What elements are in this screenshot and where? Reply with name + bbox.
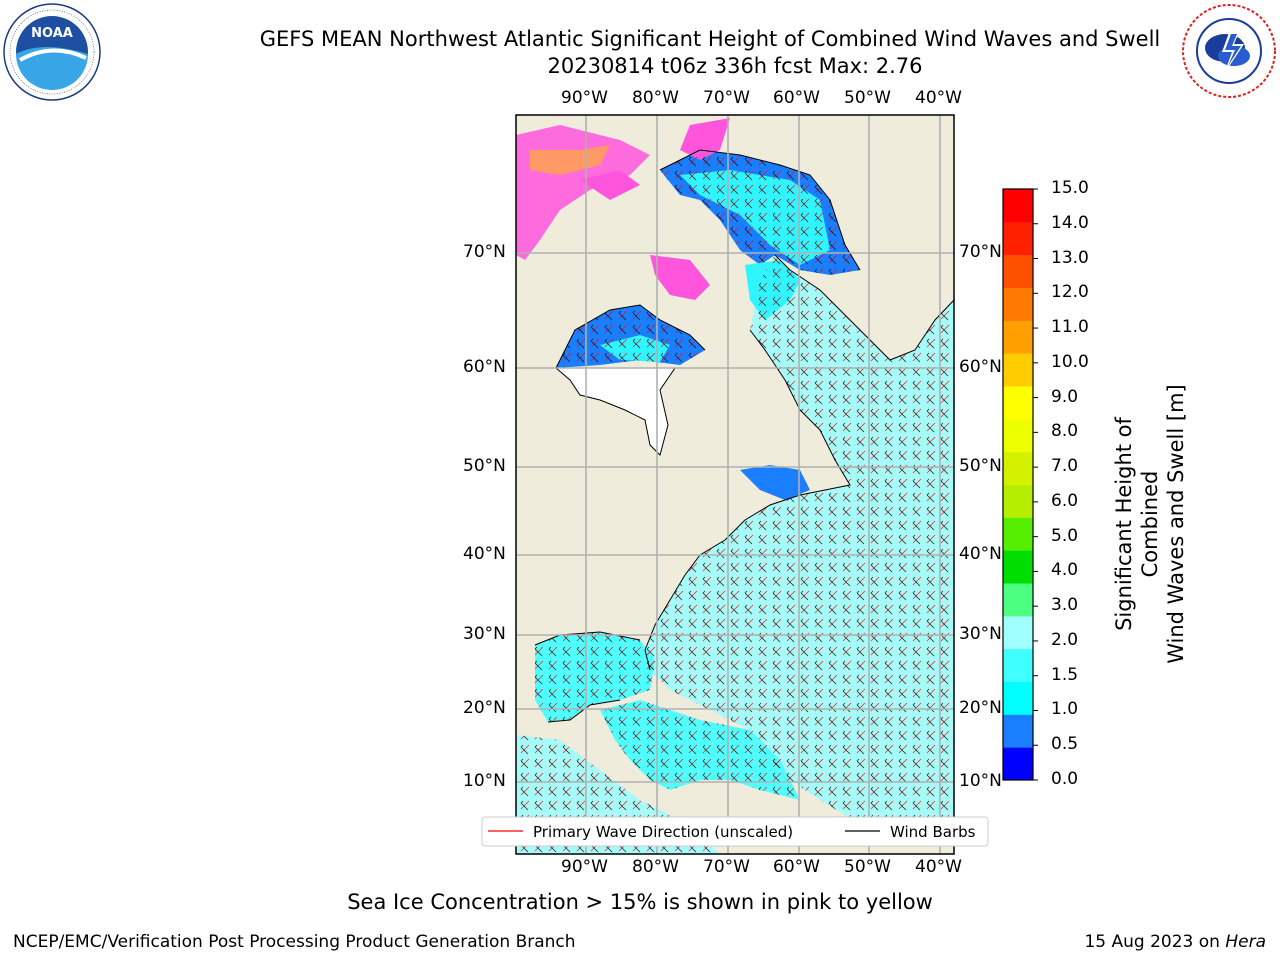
lat-label-left-20n: 20°N	[463, 698, 506, 718]
lat-label-left-10n: 10°N	[463, 771, 506, 791]
colorbar-segment	[1003, 681, 1033, 715]
colorbar-segment	[1003, 254, 1033, 288]
lon-label-bottom-70w: 70°W	[703, 857, 750, 877]
colorbar-tick-label: 0.0	[1051, 769, 1079, 789]
colorbar-tick-label: 2.0	[1051, 629, 1079, 650]
colorbar-tick-label: 9.0	[1051, 386, 1079, 407]
colorbar-tick-label: 8.0	[1051, 421, 1079, 442]
colorbar-tick-label: 13.0	[1051, 247, 1089, 268]
colorbar-title-line2: Wind Waves and Swell [m]	[1164, 384, 1188, 664]
colorbar-segment	[1003, 550, 1033, 584]
colorbar-segment	[1003, 451, 1033, 485]
lon-label-top-90w: 90°W	[561, 88, 608, 108]
lat-label-right-20n: 20°N	[959, 698, 1002, 718]
footer-date-text: 15 Aug 2023 on	[1084, 932, 1226, 952]
colorbar-tick-label: 10.0	[1051, 351, 1089, 372]
lat-label-left-30n: 30°N	[463, 624, 506, 644]
lat-label-left-50n: 50°N	[463, 456, 506, 476]
noaa-logo-text: NOAA	[31, 26, 73, 41]
colorbar-tick-label: 4.0	[1051, 560, 1079, 581]
colorbar-tick-label: 1.5	[1051, 664, 1079, 685]
colorbar-segment	[1003, 615, 1033, 650]
colorbar-tick-label: 15.0	[1051, 178, 1089, 198]
lat-label-right-50n: 50°N	[959, 456, 1002, 476]
colorbar-title-line1: Significant Height of Combined	[1112, 417, 1162, 631]
lat-label-right-30n: 30°N	[959, 624, 1002, 644]
nws-logo-icon	[1182, 4, 1276, 98]
lat-label-left-60n: 60°N	[463, 357, 506, 377]
legend-wind-barbs: Wind Barbs	[890, 823, 976, 841]
colorbar-tick-label: 5.0	[1051, 525, 1079, 546]
colorbar-segment	[1003, 418, 1033, 453]
colorbar-tick-label: 6.0	[1051, 490, 1079, 511]
lon-label-bottom-80w: 80°W	[632, 857, 679, 877]
colorbar-segment	[1003, 747, 1033, 781]
lat-label-right-10n: 10°N	[959, 771, 1002, 791]
colorbar-segment	[1003, 353, 1033, 387]
sea-ice-note: Sea Ice Concentration > 15% is shown in …	[347, 890, 933, 914]
lon-label-top-80w: 80°W	[632, 88, 679, 108]
footer-date: 15 Aug 2023 on Hera	[1084, 932, 1266, 952]
lat-label-left-40n: 40°N	[463, 544, 506, 564]
colorbar-segment	[1003, 648, 1033, 682]
map-subtitle: 20230814 t06z 336h fcst Max: 2.76	[547, 54, 923, 78]
colorbar-segment	[1003, 287, 1033, 321]
colorbar-segment	[1003, 517, 1033, 551]
colorbar-title: Significant Height of Combined Wind Wave…	[1111, 374, 1189, 674]
lon-label-bottom-60w: 60°W	[773, 857, 820, 877]
colorbar-segment	[1003, 583, 1033, 617]
colorbar	[1002, 188, 1038, 781]
gulf-of-st-lawrence	[740, 465, 810, 500]
colorbar-segment	[1003, 221, 1033, 256]
lat-label-right-60n: 60°N	[959, 357, 1002, 377]
lon-label-top-40w: 40°W	[915, 88, 962, 108]
lon-label-bottom-50w: 50°W	[844, 857, 891, 877]
colorbar-tick-label: 11.0	[1051, 317, 1089, 338]
colorbar-segment	[1003, 189, 1033, 223]
colorbar-segment	[1003, 386, 1033, 420]
noaa-logo-icon: NOAA	[3, 3, 101, 101]
colorbar-segment	[1003, 484, 1033, 518]
legend-wave-direction: Primary Wave Direction (unscaled)	[533, 823, 793, 841]
gridlines	[516, 115, 954, 854]
colorbar-tick-label: 0.5	[1051, 734, 1079, 755]
lon-label-bottom-40w: 40°W	[915, 857, 962, 877]
footer-org: NCEP/EMC/Verification Post Processing Pr…	[13, 932, 576, 952]
colorbar-tick-label: 14.0	[1051, 212, 1089, 233]
lon-label-bottom-90w: 90°W	[561, 857, 608, 877]
lat-label-right-70n: 70°N	[959, 242, 1002, 262]
lon-label-top-60w: 60°W	[773, 88, 820, 108]
colorbar-tick-label: 1.0	[1051, 699, 1079, 720]
colorbar-segment	[1003, 714, 1033, 748]
lat-label-right-40n: 40°N	[959, 544, 1002, 564]
lat-label-left-70n: 70°N	[463, 242, 506, 262]
colorbar-tick-label: 7.0	[1051, 456, 1079, 477]
map-frame	[515, 114, 955, 855]
footer-machine: Hera	[1225, 932, 1266, 952]
lon-label-top-50w: 50°W	[844, 88, 891, 108]
colorbar-segment	[1003, 320, 1033, 354]
map-legend: Primary Wave Direction (unscaled) Wind B…	[481, 816, 989, 847]
map-title: GEFS MEAN Northwest Atlantic Significant…	[259, 27, 1161, 51]
colorbar-tick-label: 3.0	[1051, 595, 1079, 616]
colorbar-tick-label: 12.0	[1051, 282, 1089, 303]
lon-label-top-70w: 70°W	[703, 88, 750, 108]
